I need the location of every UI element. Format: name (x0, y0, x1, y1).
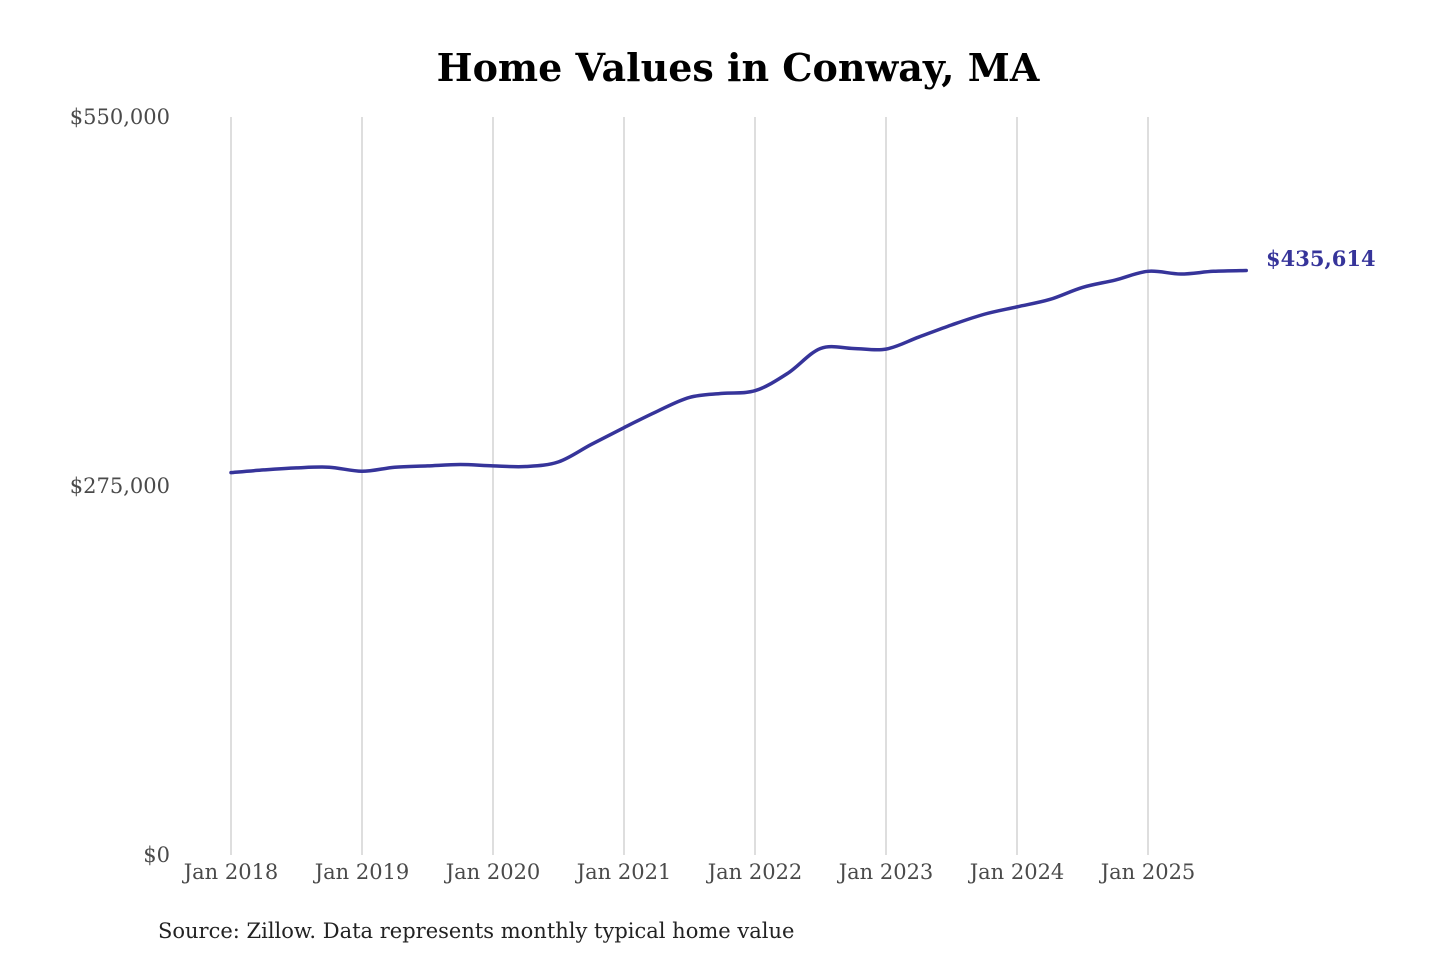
x-tick-label: Jan 2024 (968, 860, 1065, 884)
end-value-label: $435,614 (1266, 246, 1376, 271)
x-tick-label: Jan 2018 (182, 860, 279, 884)
series-layer (229, 268, 1248, 475)
x-axis-tick-labels: Jan 2018 Jan 2019 Jan 2020 Jan 2021 Jan 2022… (182, 860, 1196, 884)
x-tick-label: Jan 2023 (837, 860, 934, 884)
vertical-gridlines (230, 117, 1149, 855)
y-tick-label: $0 (143, 843, 170, 867)
y-tick-label: $275,000 (70, 474, 170, 498)
chart-title: Home Values in Conway, MA (437, 45, 1040, 90)
series-line-home-value (229, 268, 1248, 475)
y-axis-tick-labels: $550,000 $275,000 $0 (70, 105, 170, 867)
source-note: Source: Zillow. Data represents monthly … (158, 919, 794, 943)
x-tick-label: Jan 2022 (706, 860, 803, 884)
x-tick-label: Jan 2019 (313, 860, 410, 884)
x-tick-label: Jan 2021 (575, 860, 672, 884)
x-tick-label: Jan 2020 (444, 860, 541, 884)
x-tick-label: Jan 2025 (1099, 860, 1196, 884)
y-tick-label: $550,000 (70, 105, 170, 129)
